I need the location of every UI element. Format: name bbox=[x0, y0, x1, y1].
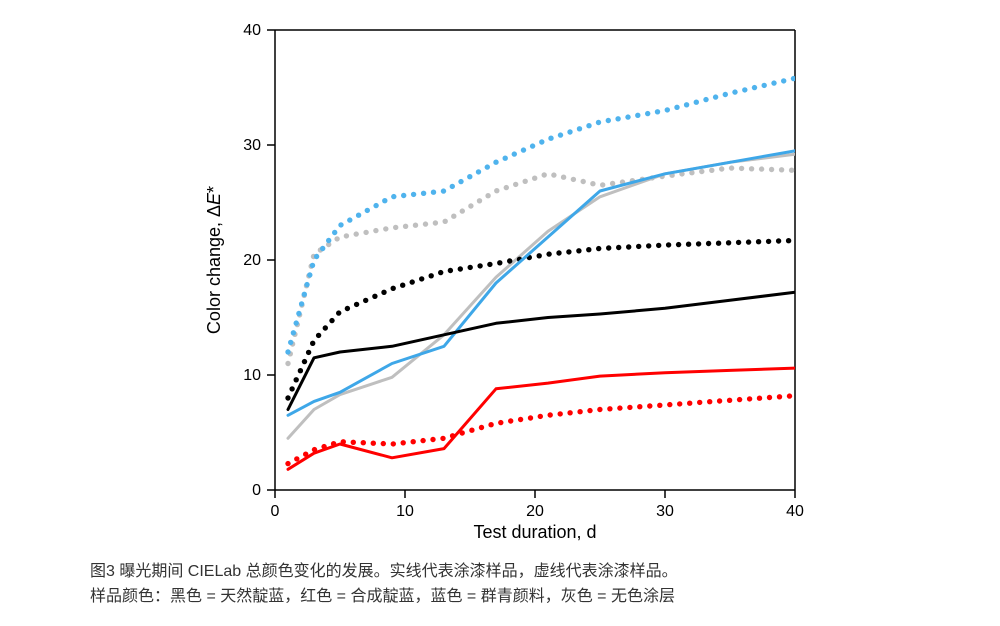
x-tick-label: 10 bbox=[396, 503, 414, 520]
line-chart: 0 10 20 30 40 0 10 20 30 40 Test duration, d Color … bbox=[180, 10, 820, 550]
y-tick-label: 0 bbox=[252, 482, 261, 499]
y-axis-label: Color change, ΔE* bbox=[204, 186, 224, 334]
x-tick-label: 30 bbox=[656, 503, 674, 520]
y-tick-label: 40 bbox=[243, 22, 261, 39]
y-tick-label: 30 bbox=[243, 137, 261, 154]
x-tick-label: 20 bbox=[526, 503, 544, 520]
y-tick-label: 10 bbox=[243, 367, 261, 384]
series-ultramarine-solid bbox=[288, 151, 795, 416]
x-tick-label: 40 bbox=[786, 503, 804, 520]
caption-line-2: 样品颜色：黑色 = 天然靛蓝，红色 = 合成靛蓝，蓝色 = 群青颜料，灰色 = … bbox=[90, 585, 910, 610]
figure-caption: 图3 曝光期间 CIELab 总颜色变化的发展。实线代表涂漆样品，虚线代表涂漆样… bbox=[90, 560, 910, 610]
chart-container: 0 10 20 30 40 0 10 20 30 40 Test duration, d Color … bbox=[180, 10, 820, 550]
series-ultramarine-dotted bbox=[285, 76, 796, 355]
series-natural-indigo-solid bbox=[288, 292, 795, 409]
x-axis-label: Test duration, d bbox=[473, 522, 596, 542]
series-synthetic-indigo-dotted bbox=[285, 393, 792, 466]
x-tick-label: 0 bbox=[271, 503, 280, 520]
series-clear-solid bbox=[288, 154, 795, 438]
series-clear-dotted bbox=[285, 165, 794, 366]
caption-line-1: 图3 曝光期间 CIELab 总颜色变化的发展。实线代表涂漆样品，虚线代表涂漆样… bbox=[90, 560, 910, 585]
y-tick-label: 20 bbox=[243, 252, 261, 269]
